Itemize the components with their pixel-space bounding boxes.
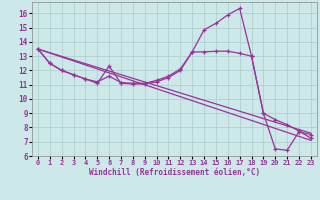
X-axis label: Windchill (Refroidissement éolien,°C): Windchill (Refroidissement éolien,°C): [89, 168, 260, 177]
